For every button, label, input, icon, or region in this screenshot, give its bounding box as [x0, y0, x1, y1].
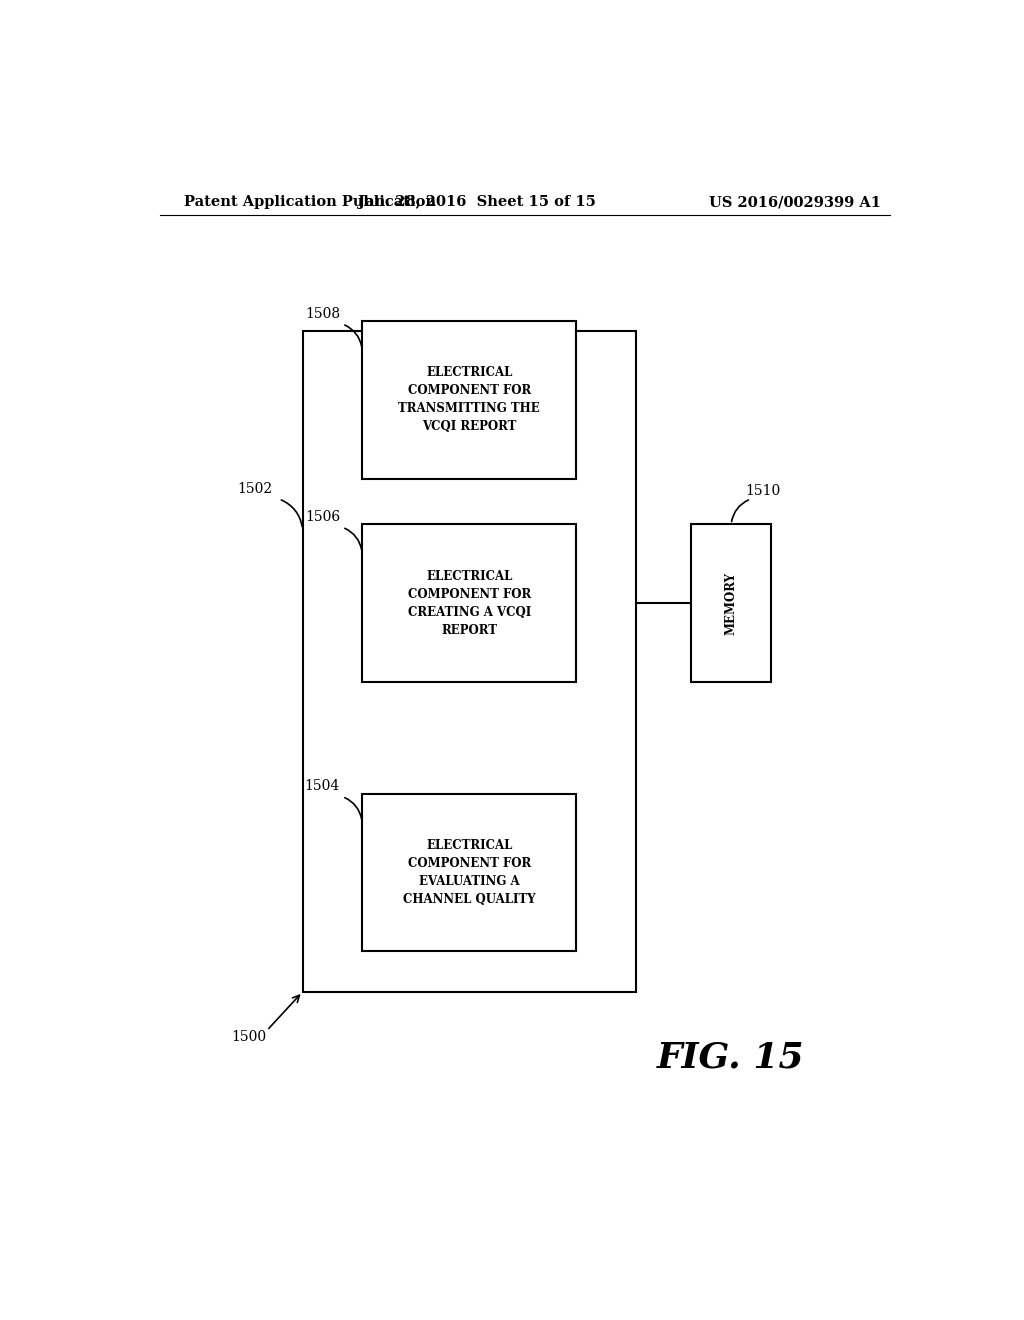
Bar	[362, 793, 577, 952]
Bar	[691, 524, 771, 682]
Text: 1510: 1510	[745, 483, 780, 498]
Text: MEMORY: MEMORY	[725, 572, 737, 635]
Text: Jan. 28, 2016  Sheet 15 of 15: Jan. 28, 2016 Sheet 15 of 15	[358, 195, 596, 209]
Bar	[303, 331, 636, 991]
Text: FIG. 15: FIG. 15	[657, 1041, 805, 1074]
Text: 1506: 1506	[305, 510, 340, 524]
Text: 1502: 1502	[238, 482, 272, 496]
Text: 1508: 1508	[305, 306, 340, 321]
Text: ELECTRICAL
COMPONENT FOR
TRANSMITTING THE
VCQI REPORT: ELECTRICAL COMPONENT FOR TRANSMITTING TH…	[398, 366, 540, 433]
Text: ELECTRICAL
COMPONENT FOR
CREATING A VCQI
REPORT: ELECTRICAL COMPONENT FOR CREATING A VCQI…	[408, 569, 530, 636]
Text: 1500: 1500	[231, 1030, 266, 1044]
Bar	[362, 321, 577, 479]
Text: ELECTRICAL
COMPONENT FOR
EVALUATING A
CHANNEL QUALITY: ELECTRICAL COMPONENT FOR EVALUATING A CH…	[402, 840, 536, 906]
Bar	[362, 524, 577, 682]
Text: 1504: 1504	[305, 779, 340, 793]
Text: Patent Application Publication: Patent Application Publication	[183, 195, 435, 209]
Text: US 2016/0029399 A1: US 2016/0029399 A1	[709, 195, 881, 209]
